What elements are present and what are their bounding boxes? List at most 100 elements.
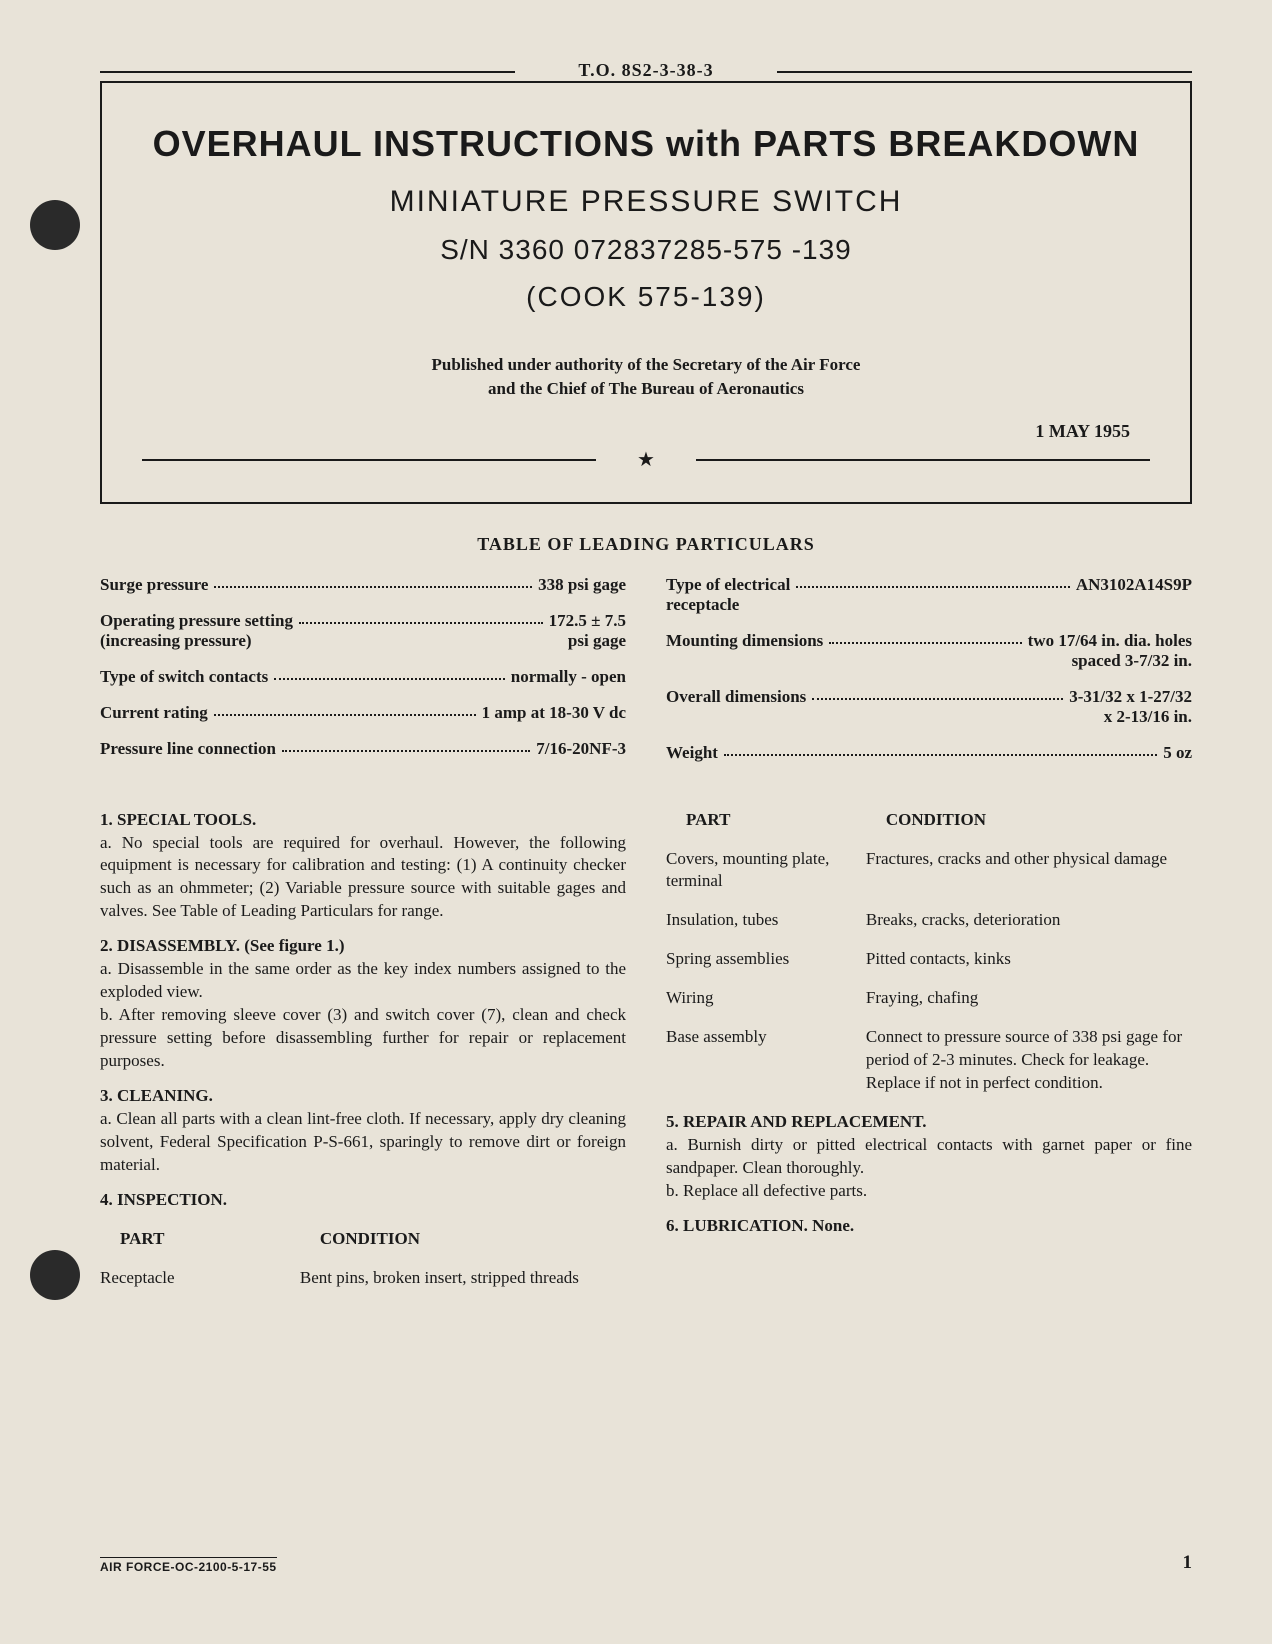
inspection-part: Base assembly — [666, 1026, 866, 1095]
star-divider: ★ — [142, 447, 1150, 472]
inspection-cond: Fraying, chafing — [866, 987, 1192, 1010]
particular-label: Weight — [666, 743, 718, 763]
inspection-cond: Pitted contacts, kinks — [866, 948, 1192, 971]
inspection-cond: Connect to pressure source of 338 psi ga… — [866, 1026, 1192, 1095]
inspection-cond: Bent pins, broken insert, stripped threa… — [300, 1267, 626, 1290]
inspection-row: Spring assemblies Pitted contacts, kinks — [666, 948, 1192, 971]
inspection-row: Wiring Fraying, chafing — [666, 987, 1192, 1010]
title-main: OVERHAUL INSTRUCTIONS with PARTS BREAKDO… — [142, 123, 1150, 165]
publication-date: 1 MAY 1955 — [142, 421, 1130, 442]
title-sub1: MINIATURE PRESSURE SWITCH — [142, 185, 1150, 219]
particular-subvalue: spaced 3-7/32 in. — [1072, 651, 1192, 671]
particular-subvalue: x 2-13/16 in. — [1104, 707, 1192, 727]
dots — [214, 703, 476, 716]
particular-value: 3-31/32 x 1-27/32 — [1069, 687, 1192, 707]
particular-row: Type of electrical AN3102A14S9P receptac… — [666, 575, 1192, 615]
dots — [214, 575, 532, 588]
particular-value: AN3102A14S9P — [1076, 575, 1192, 595]
particular-label: Operating pressure setting — [100, 611, 293, 631]
section-1-text: a. No special tools are required for ove… — [100, 832, 626, 924]
inspection-row: Covers, mounting plate, terminal Fractur… — [666, 848, 1192, 894]
section-4-heading: 4. INSPECTION. — [100, 1189, 626, 1212]
particular-row: Surge pressure 338 psi gage — [100, 575, 626, 595]
inspection-cond-header: CONDITION — [866, 809, 1192, 832]
inspection-row: Receptacle Bent pins, broken insert, str… — [100, 1267, 626, 1290]
particular-row: Operating pressure setting 172.5 ± 7.5 (… — [100, 611, 626, 651]
inspection-part-header: PART — [100, 1228, 300, 1251]
inspection-part-header: PART — [666, 809, 866, 832]
dots — [812, 687, 1063, 700]
dots — [724, 743, 1157, 756]
footer-print-code: AIR FORCE-OC-2100-5-17-55 — [100, 1557, 277, 1574]
particular-row: Type of switch contacts normally - open — [100, 667, 626, 687]
title-box: OVERHAUL INSTRUCTIONS with PARTS BREAKDO… — [100, 81, 1192, 504]
particular-label: Current rating — [100, 703, 208, 723]
section-2-text-a: a. Disassemble in the same order as the … — [100, 958, 626, 1004]
inspection-part: Receptacle — [100, 1267, 300, 1290]
particular-sublabel: receptacle — [666, 595, 1192, 615]
particular-label: Pressure line connection — [100, 739, 276, 759]
inspection-cond-header: CONDITION — [300, 1228, 626, 1251]
section-2-text-b: b. After removing sleeve cover (3) and s… — [100, 1004, 626, 1073]
inspection-header: PART CONDITION — [666, 809, 1192, 832]
inspection-part: Spring assemblies — [666, 948, 866, 971]
particulars-right-col: Type of electrical AN3102A14S9P receptac… — [666, 575, 1192, 779]
inspection-cond: Fractures, cracks and other physical dam… — [866, 848, 1192, 894]
inspection-row: Insulation, tubes Breaks, cracks, deteri… — [666, 909, 1192, 932]
section-1-heading: 1. SPECIAL TOOLS. — [100, 809, 626, 832]
section-3-heading: 3. CLEANING. — [100, 1085, 626, 1108]
particular-row: Weight 5 oz — [666, 743, 1192, 763]
dots — [282, 739, 530, 752]
particular-value: 338 psi gage — [538, 575, 626, 595]
authority-line2: and the Chief of The Bureau of Aeronauti… — [142, 377, 1150, 401]
section-5-heading: 5. REPAIR AND REPLACEMENT. — [666, 1111, 1192, 1134]
particular-row: Current rating 1 amp at 18-30 V dc — [100, 703, 626, 723]
particular-row: Overall dimensions 3-31/32 x 1-27/32 x 2… — [666, 687, 1192, 727]
punch-hole-2 — [30, 1250, 80, 1300]
body-left-col: 1. SPECIAL TOOLS. a. No special tools ar… — [100, 809, 626, 1306]
particular-subvalue: psi gage — [568, 631, 626, 651]
to-number: T.O. 8S2-3-38-3 — [100, 60, 1192, 81]
page-content: T.O. 8S2-3-38-3 OVERHAUL INSTRUCTIONS wi… — [100, 60, 1192, 1584]
dots — [796, 575, 1070, 588]
particulars-left-col: Surge pressure 338 psi gage Operating pr… — [100, 575, 626, 779]
particular-sublabel: (increasing pressure) — [100, 631, 252, 651]
body-right-col: PART CONDITION Covers, mounting plate, t… — [666, 809, 1192, 1306]
particular-value: two 17/64 in. dia. holes — [1028, 631, 1192, 651]
particulars-table: Surge pressure 338 psi gage Operating pr… — [100, 575, 1192, 779]
inspection-part: Covers, mounting plate, terminal — [666, 848, 866, 894]
particular-value: 5 oz — [1163, 743, 1192, 763]
title-sub2: S/N 3360 072837285-575 -139 — [142, 234, 1150, 266]
section-5-text-b: b. Replace all defective parts. — [666, 1180, 1192, 1203]
page-footer: AIR FORCE-OC-2100-5-17-55 1 — [100, 1552, 1192, 1574]
particulars-title: TABLE OF LEADING PARTICULARS — [100, 534, 1192, 555]
inspection-part: Wiring — [666, 987, 866, 1010]
particular-label: Overall dimensions — [666, 687, 806, 707]
particular-value: 7/16-20NF-3 — [536, 739, 626, 759]
particular-value: normally - open — [511, 667, 626, 687]
punch-hole-1 — [30, 200, 80, 250]
particular-label: Surge pressure — [100, 575, 208, 595]
dots — [299, 611, 543, 624]
dots — [829, 631, 1021, 644]
particular-label: Type of switch contacts — [100, 667, 268, 687]
inspection-cond: Breaks, cracks, deterioration — [866, 909, 1192, 932]
page-number: 1 — [1183, 1552, 1193, 1574]
body-columns: 1. SPECIAL TOOLS. a. No special tools ar… — [100, 809, 1192, 1306]
particular-value: 1 amp at 18-30 V dc — [482, 703, 626, 723]
inspection-header: PART CONDITION — [100, 1228, 626, 1251]
particular-label: Type of electrical — [666, 575, 790, 595]
inspection-part: Insulation, tubes — [666, 909, 866, 932]
particular-row: Pressure line connection 7/16-20NF-3 — [100, 739, 626, 759]
particular-row: Mounting dimensions two 17/64 in. dia. h… — [666, 631, 1192, 671]
particular-label: Mounting dimensions — [666, 631, 823, 651]
section-3-text: a. Clean all parts with a clean lint-fre… — [100, 1108, 626, 1177]
authority-line1: Published under authority of the Secreta… — [142, 353, 1150, 377]
particular-value: 172.5 ± 7.5 — [549, 611, 626, 631]
inspection-row: Base assembly Connect to pressure source… — [666, 1026, 1192, 1095]
authority-statement: Published under authority of the Secreta… — [142, 353, 1150, 401]
section-6-heading: 6. LUBRICATION. None. — [666, 1215, 1192, 1238]
title-sub3: (COOK 575-139) — [142, 281, 1150, 313]
dots — [274, 667, 505, 680]
section-2-heading: 2. DISASSEMBLY. (See figure 1.) — [100, 935, 626, 958]
